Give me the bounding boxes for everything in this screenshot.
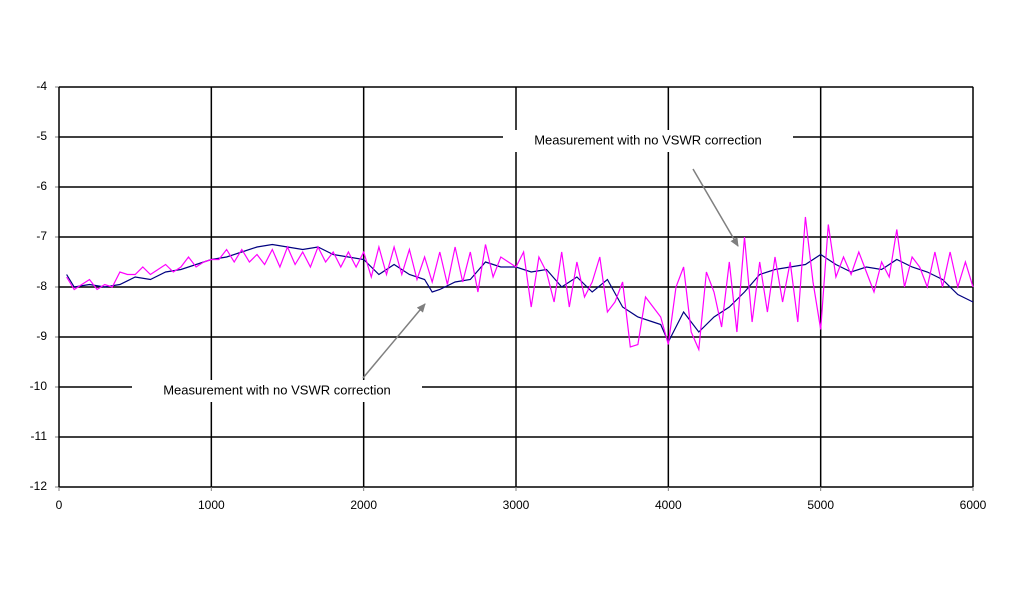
annotation: Measurement with no VSWR correction <box>163 382 391 397</box>
y-tick-label: -12 <box>30 479 48 493</box>
x-tick-label: 6000 <box>960 498 987 512</box>
y-tick-label: -9 <box>36 329 47 343</box>
annotation-bg <box>132 380 422 402</box>
y-tick-label: -4 <box>36 79 47 93</box>
annotation: Measurement with no VSWR correction <box>534 132 762 147</box>
x-tick-label: 4000 <box>655 498 682 512</box>
y-tick-label: -6 <box>36 179 47 193</box>
series-line <box>66 216 974 352</box>
annotation-bg <box>503 130 793 152</box>
y-tick-label: -5 <box>36 129 47 143</box>
y-tick-label: -10 <box>30 379 48 393</box>
y-tick-label: -8 <box>36 279 47 293</box>
y-tick-label: -11 <box>31 429 48 443</box>
annotation-arrow <box>362 303 426 379</box>
x-tick-label: 1000 <box>198 498 225 512</box>
y-tick-label: -7 <box>36 229 47 243</box>
x-tick-label: 5000 <box>807 498 834 512</box>
annotation-arrow <box>692 168 739 247</box>
x-tick-label: 0 <box>56 498 63 512</box>
x-tick-label: 2000 <box>350 498 377 512</box>
x-tick-label: 3000 <box>503 498 530 512</box>
